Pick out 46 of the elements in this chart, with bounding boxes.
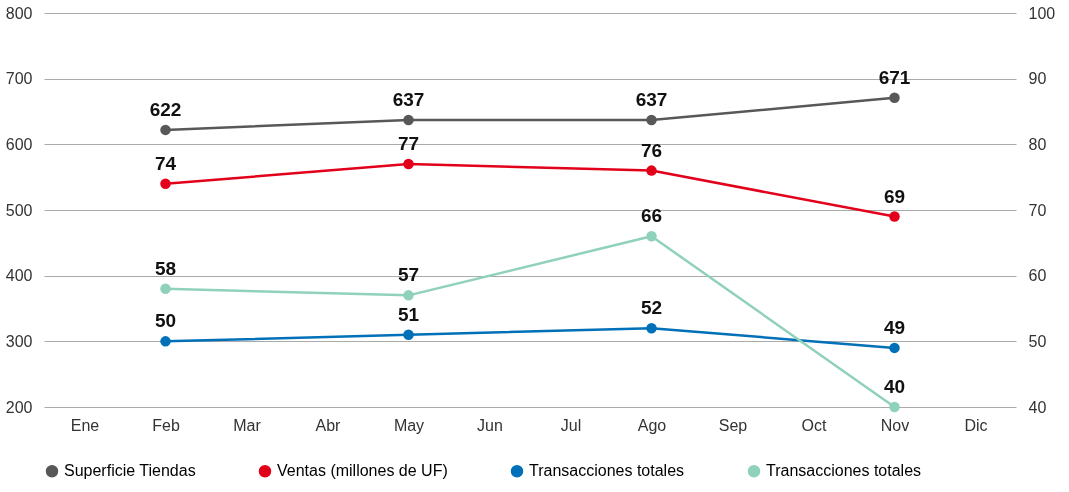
legend-label: Transacciones totales	[529, 462, 685, 480]
legend-label: Ventas (millones de UF)	[277, 462, 448, 480]
data-label: 50	[154, 310, 177, 332]
y-tick-label: 600	[5, 135, 33, 153]
data-label: 40	[883, 376, 906, 397]
data-label: 671	[878, 66, 911, 88]
data-label: 69	[883, 185, 906, 207]
data-label: 637	[635, 89, 668, 111]
x-tick-label: Sep	[718, 416, 748, 434]
x-tick-label: Oct	[801, 416, 827, 434]
y2-tick-label: 40	[1028, 398, 1047, 416]
x-tick-label: Nov	[880, 416, 910, 434]
y2-tick-label: 90	[1028, 70, 1047, 88]
x-tick-label: Ago	[637, 416, 667, 434]
y2-tick-label: 70	[1028, 201, 1047, 219]
data-label: 74	[154, 152, 177, 174]
y2-tick-label: 80	[1028, 135, 1047, 153]
x-tick-label: Jul	[560, 416, 582, 434]
data-label: 58	[154, 257, 177, 279]
y-tick-label: 700	[5, 70, 33, 88]
data-label: 52	[640, 297, 663, 319]
x-tick-label: Abr	[315, 416, 342, 434]
y-tick-label: 400	[5, 267, 33, 285]
legend-label: Superficie Tiendas	[64, 462, 196, 480]
data-label: 57	[397, 264, 420, 286]
y-tick-label: 800	[5, 4, 33, 22]
y2-tick-label: 50	[1028, 332, 1047, 350]
x-tick-label: Ene	[70, 416, 100, 434]
x-tick-label: Dic	[964, 416, 988, 434]
data-label: 622	[149, 98, 182, 120]
y2-tick-label: 100	[1028, 4, 1056, 22]
x-tick-label: Mar	[233, 416, 262, 434]
x-tick-label: May	[393, 416, 425, 434]
legend-label: Transacciones totales	[766, 462, 922, 480]
y2-tick-label: 60	[1028, 267, 1047, 285]
data-label: 637	[392, 89, 425, 111]
x-tick-label: Jun	[477, 416, 503, 434]
x-tick-label: Feb	[152, 416, 180, 434]
y-tick-label: 500	[5, 201, 33, 219]
data-label: 76	[640, 139, 663, 161]
y-tick-label: 200	[5, 398, 33, 416]
data-label: 49	[883, 316, 906, 338]
data-label: 77	[397, 133, 420, 155]
y-tick-label: 300	[5, 332, 33, 350]
data-label: 66	[640, 205, 663, 227]
data-label: 51	[397, 303, 420, 325]
